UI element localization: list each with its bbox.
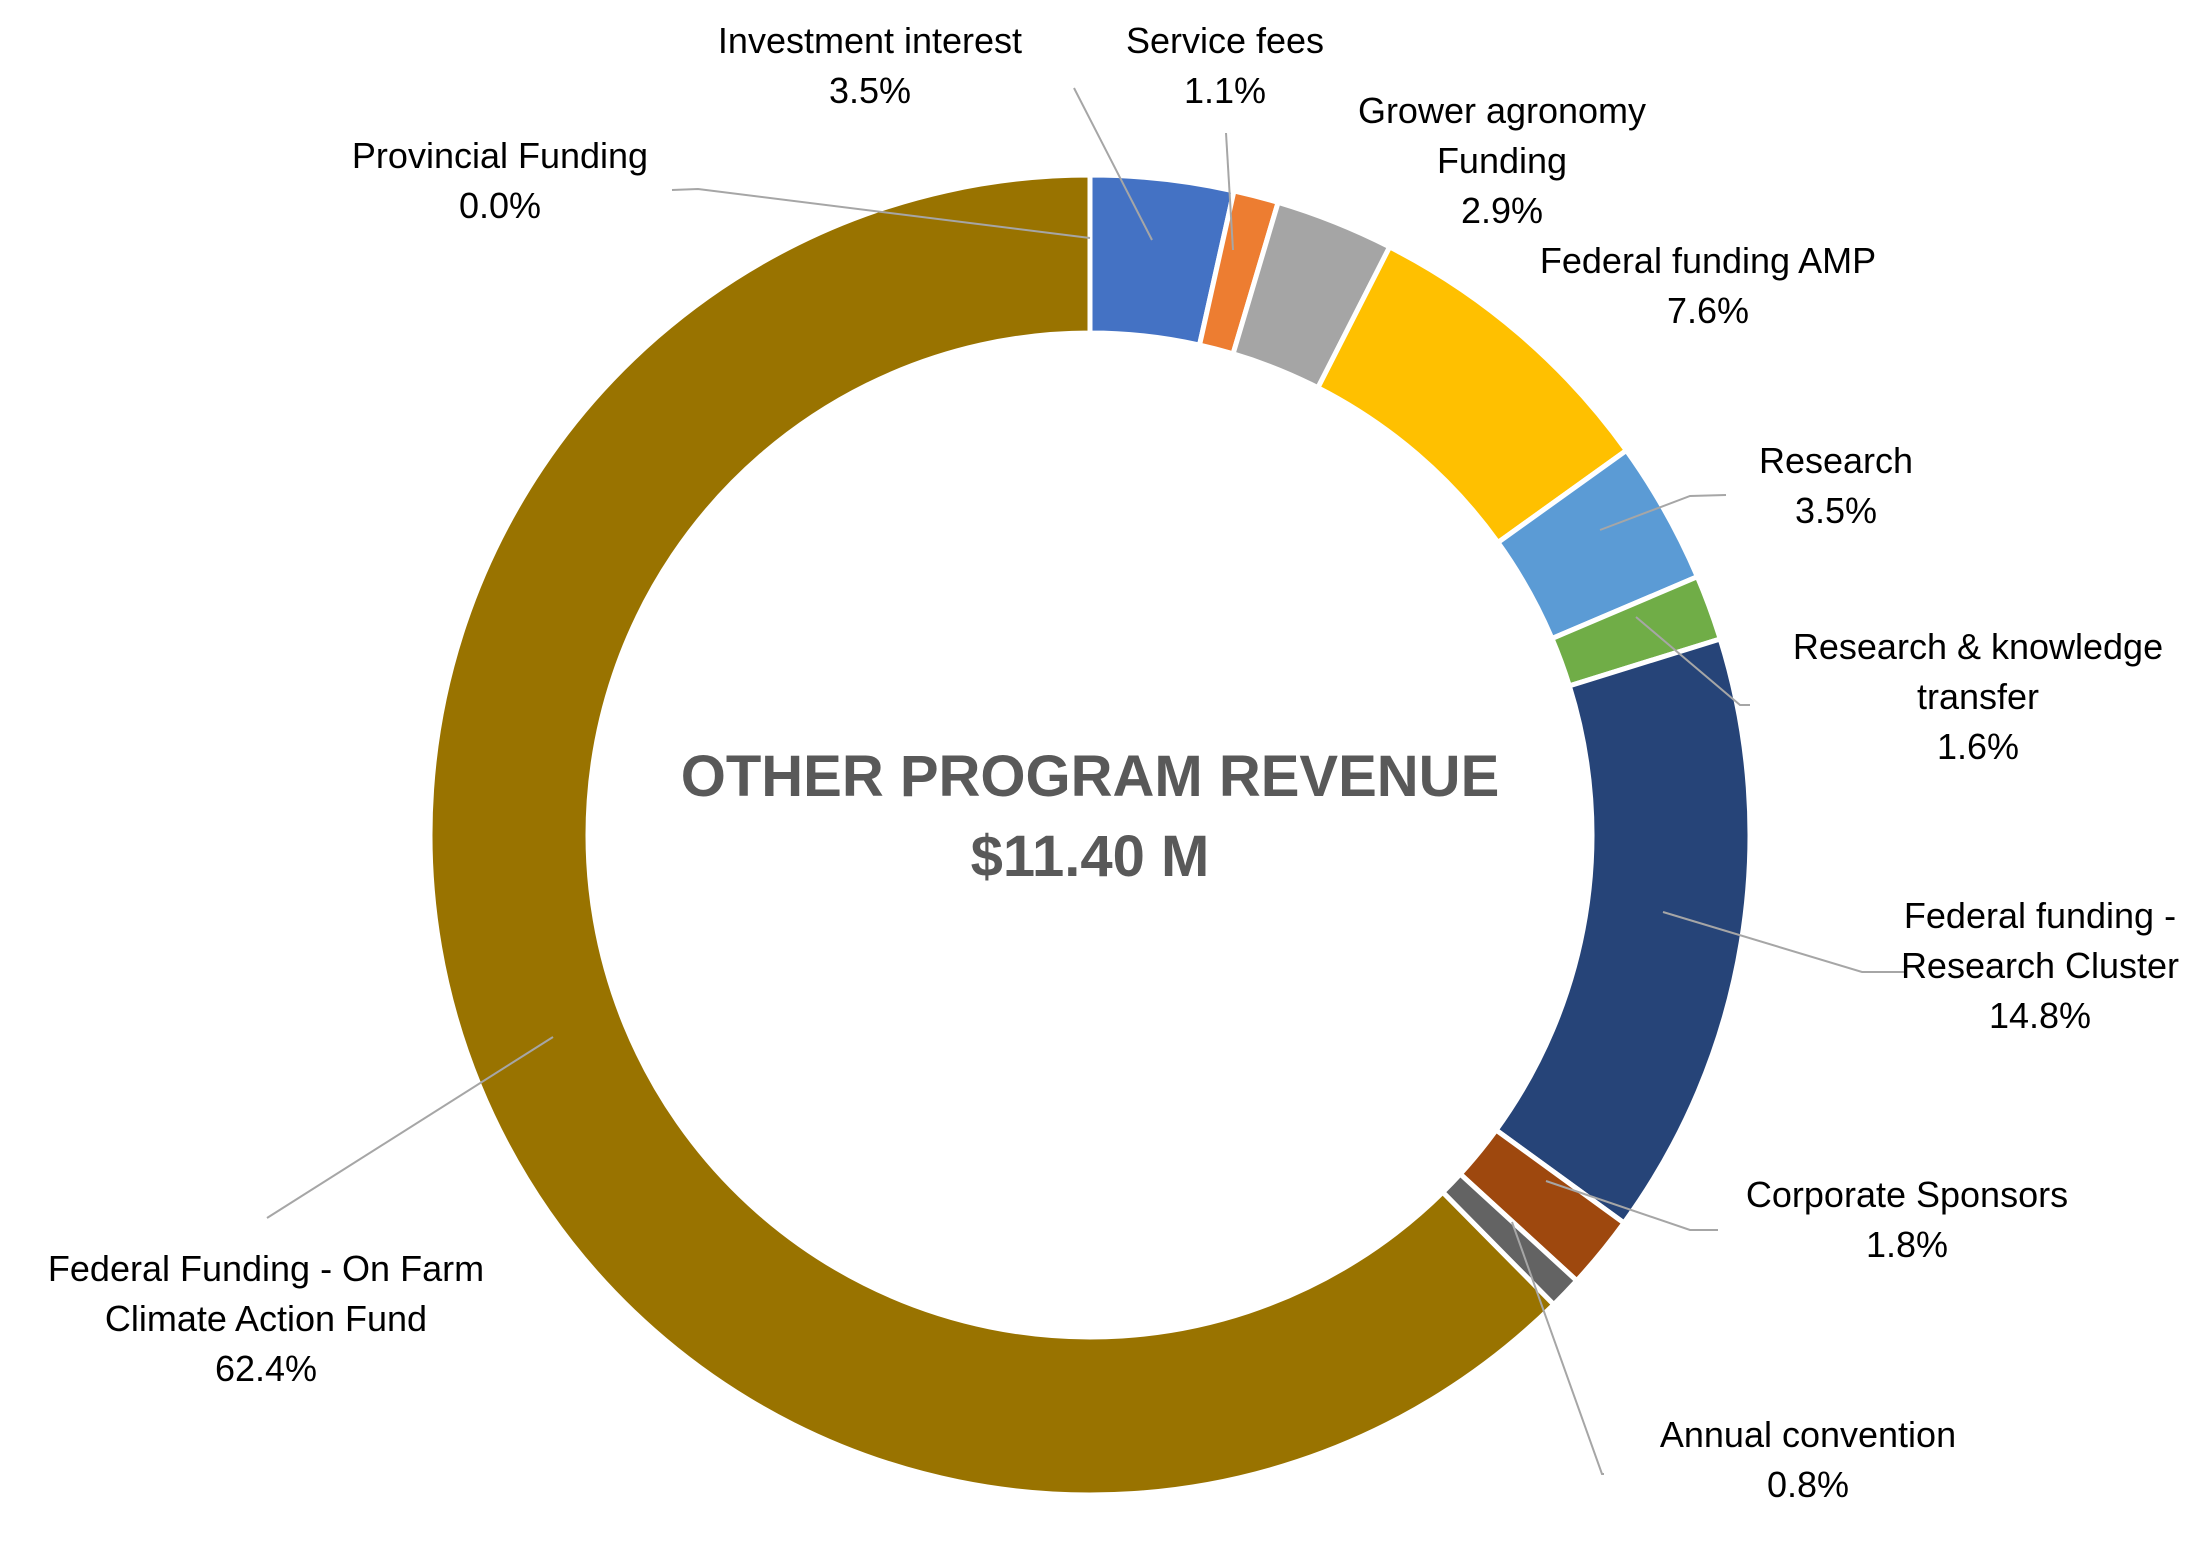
slice-name-label: Research Cluster — [1901, 945, 2179, 986]
slice-name-label: Federal funding AMP — [1540, 240, 1876, 281]
slice-percent-label: 0.0% — [459, 185, 541, 226]
slice-name-label: transfer — [1917, 676, 2039, 717]
slice-percent-label: 14.8% — [1989, 995, 2091, 1036]
slice-name-label: Research & knowledge — [1793, 626, 2163, 667]
center-title: OTHER PROGRAM REVENUE — [681, 744, 1500, 809]
slice-name-label: Federal funding - — [1904, 895, 2176, 936]
leader-line — [1662, 911, 1904, 973]
leader-line — [1545, 1180, 1718, 1231]
slice-name-label: Annual convention — [1660, 1414, 1956, 1455]
slice-percent-label: 62.4% — [215, 1348, 317, 1389]
leader-lines — [266, 87, 1904, 1475]
slice-labels: Investment interest 3.5% Service fees 1.1% G… — [48, 20, 2179, 1505]
slice-name-label: Federal Funding - On Farm — [48, 1248, 484, 1289]
slice-federal-funding-research-cluster — [1492, 635, 1753, 1227]
slice-name-label: Provincial Funding — [352, 135, 648, 176]
leader-line — [1635, 616, 1750, 706]
slice-percent-label: 1.1% — [1184, 70, 1266, 111]
leader-line — [266, 1036, 554, 1219]
slice-percent-label: 0.8% — [1767, 1464, 1849, 1505]
donut-slices — [427, 172, 1753, 1498]
slice-name-label: Climate Action Fund — [105, 1298, 427, 1339]
slice-name-label: Grower agronomy — [1358, 90, 1646, 131]
slice-name-label: Funding — [1437, 140, 1567, 181]
slice-name-label: Investment interest — [718, 20, 1022, 61]
slice-federal-funding-on-farm-climate-action-fund — [427, 172, 1558, 1498]
slice-name-label: Corporate Sponsors — [1746, 1174, 2068, 1215]
center-total: $11.40 M — [971, 824, 1210, 889]
leader-line — [1073, 87, 1153, 241]
slice-percent-label: 1.8% — [1866, 1224, 1948, 1265]
slice-percent-label: 7.6% — [1667, 290, 1749, 331]
slice-percent-label: 3.5% — [829, 70, 911, 111]
slice-name-label: Research — [1759, 440, 1913, 481]
leader-line — [1225, 132, 1234, 251]
leader-line — [1511, 1221, 1604, 1475]
leader-line — [671, 187, 1091, 239]
slice-percent-label: 1.6% — [1937, 726, 2019, 767]
slice-name-label: Service fees — [1126, 20, 1324, 61]
slice-percent-label: 2.9% — [1461, 190, 1543, 231]
leader-line — [1599, 494, 1727, 531]
slice-percent-label: 3.5% — [1795, 490, 1877, 531]
